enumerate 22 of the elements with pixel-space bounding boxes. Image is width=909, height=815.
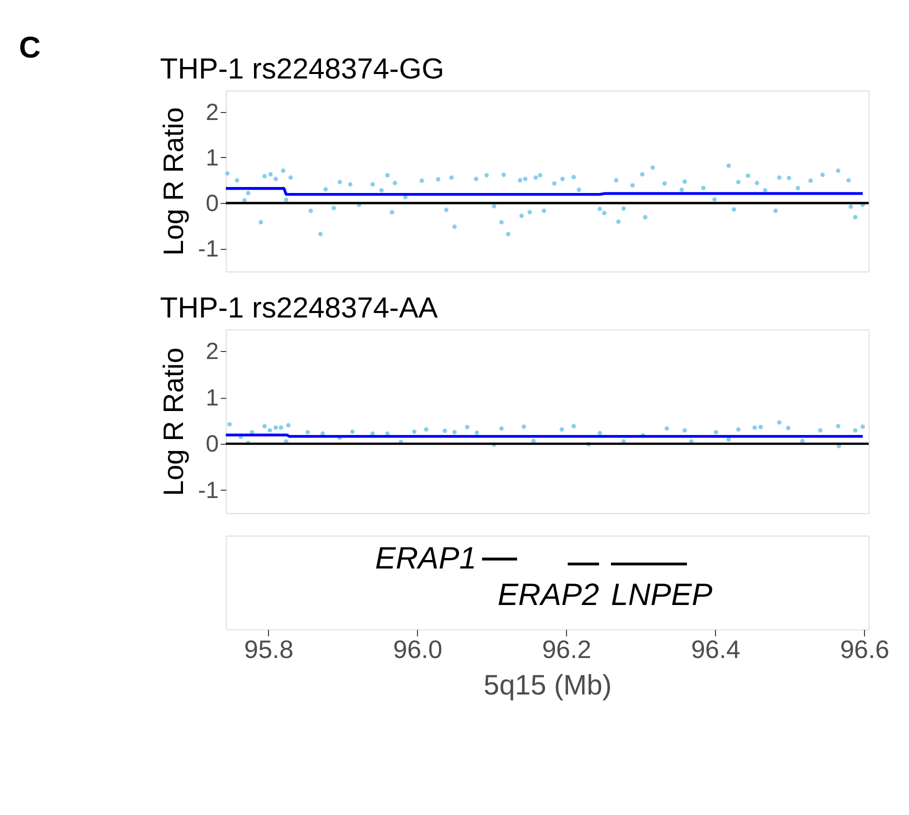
x-axis-title: 5q15 (Mb) bbox=[484, 669, 612, 700]
y-tick-label: 0 bbox=[206, 190, 219, 216]
x-tick-label: 96.0 bbox=[393, 636, 442, 664]
y-tick-label: 1 bbox=[206, 384, 219, 410]
y-axis-title: Log R Ratio bbox=[158, 348, 189, 496]
x-tick-label: 96.4 bbox=[691, 636, 740, 664]
x-tick-label: 95.8 bbox=[244, 636, 294, 664]
y-tick-label: -1 bbox=[198, 236, 219, 262]
x-tick-label: 96.6 bbox=[840, 636, 890, 664]
text: C bbox=[18, 31, 41, 64]
chart-title: THP-1 rs2248374-GG bbox=[160, 53, 444, 86]
y-tick-label: -1 bbox=[198, 476, 219, 503]
y-axis-title: Log R Ratio bbox=[158, 107, 189, 256]
x-tick-label: 96.2 bbox=[542, 636, 592, 664]
y-tick-label: 1 bbox=[206, 144, 219, 170]
annotation: LNPEP bbox=[610, 577, 713, 612]
y-tick-label: 2 bbox=[206, 98, 219, 125]
annotation: ERAP1 bbox=[375, 540, 476, 576]
y-tick-label: 0 bbox=[206, 430, 219, 457]
chart-title: THP-1 rs2248374-AA bbox=[160, 292, 438, 324]
y-tick-label: 2 bbox=[206, 338, 219, 364]
annotation: ERAP2 bbox=[498, 577, 600, 612]
